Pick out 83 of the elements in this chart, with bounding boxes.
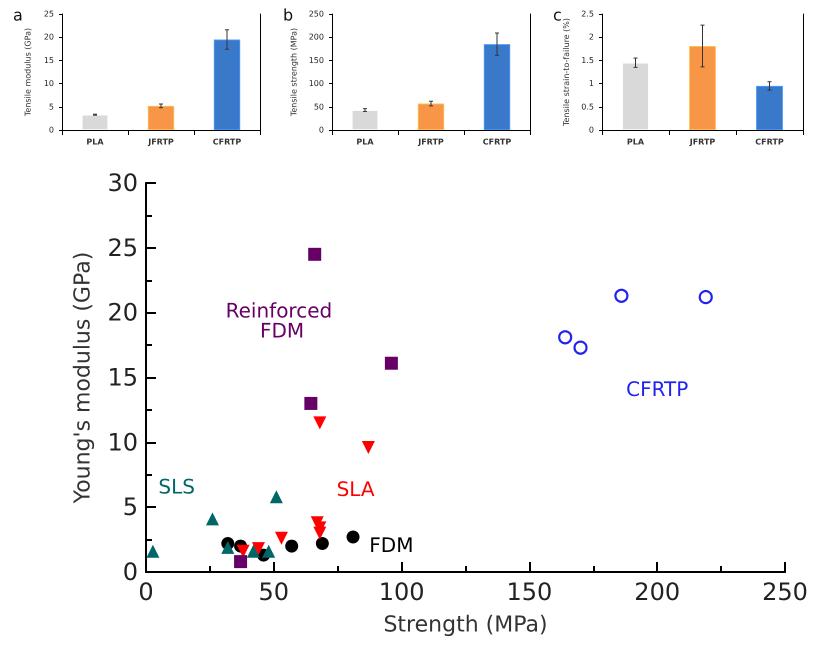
x-tick-label: 100 <box>378 578 425 606</box>
y-tick-label: 0.5 <box>581 102 594 112</box>
bar <box>484 44 510 130</box>
y-tick-label: 5 <box>48 102 54 112</box>
point <box>270 490 283 504</box>
y-tick-label: 20 <box>107 298 138 327</box>
point <box>308 248 322 261</box>
series-label: SLA <box>336 477 375 502</box>
y-tick-label: 200 <box>308 32 324 42</box>
point <box>313 526 326 540</box>
point <box>262 544 276 558</box>
x-tick-label: 250 <box>762 578 808 606</box>
x-tick-label: PLA <box>626 138 645 146</box>
y-axis-title: Young's modulus (GPa) <box>70 252 96 504</box>
y-tick-label: 0 <box>588 126 594 134</box>
y-tick-label: 100 <box>308 79 324 88</box>
y-tick-label: 0 <box>122 558 138 586</box>
point <box>304 396 318 410</box>
chart-title: c <box>553 6 562 24</box>
bar <box>82 114 108 130</box>
point <box>614 288 629 303</box>
point <box>316 536 329 550</box>
point <box>362 441 375 454</box>
point <box>206 512 219 526</box>
point <box>346 530 360 544</box>
bar <box>622 62 649 130</box>
chart-title: a <box>13 6 23 24</box>
y-tick-label: 30 <box>107 169 138 197</box>
x-tick-label: PLA <box>86 138 104 146</box>
x-tick-label: 200 <box>634 578 680 606</box>
y-axis-title: Tensile strength (MPa) <box>289 28 298 118</box>
point <box>252 542 265 556</box>
point <box>274 532 288 545</box>
point <box>698 290 713 304</box>
bar <box>418 104 444 130</box>
point <box>221 540 234 554</box>
y-axis-title: Tensile modulus (GPa) <box>24 28 32 118</box>
point <box>558 330 572 344</box>
point <box>573 340 588 355</box>
y-tick-label: 25 <box>107 234 138 262</box>
y-tick-label: 15 <box>107 364 138 392</box>
y-tick-label: 25 <box>44 10 54 18</box>
text: CFRTP <box>626 377 688 402</box>
y-tick-label: 0 <box>48 126 54 134</box>
y-tick-label: 15 <box>44 56 54 65</box>
point <box>234 555 248 568</box>
x-axis-title: Strength (MPa) <box>383 612 548 638</box>
y-tick-label: 2.5 <box>581 10 594 18</box>
y-tick-label: 0 <box>318 126 324 134</box>
series-label: Reinforced FDM <box>226 298 332 342</box>
y-tick-label: 150 <box>308 56 324 65</box>
point <box>146 544 160 558</box>
y-tick-label: 10 <box>44 79 54 88</box>
bar <box>148 106 174 130</box>
y-tick-label: 250 <box>308 10 324 18</box>
point <box>313 416 326 430</box>
x-tick-label: 150 <box>506 578 552 606</box>
series-label: SLS <box>158 474 195 498</box>
x-tick-label: JFRTP <box>417 138 444 146</box>
point <box>285 540 298 553</box>
x-tick-label: PLA <box>356 138 374 146</box>
y-tick-label: 1 <box>588 79 594 88</box>
x-tick-label: CFRTP <box>212 138 242 146</box>
y-tick-label: 10 <box>107 428 138 456</box>
x-tick-label: JFRTP <box>147 138 174 146</box>
point <box>246 544 260 558</box>
bar <box>352 110 378 130</box>
chart-title: b <box>283 6 294 24</box>
bar <box>756 86 783 130</box>
point <box>384 356 398 370</box>
bar <box>689 46 716 130</box>
x-tick-label: JFRTP <box>688 138 716 146</box>
x-tick-label: CFRTP <box>482 138 512 146</box>
y-axis-title: Tensile strain-to-failure (%) <box>562 18 571 127</box>
y-tick-label: 1.5 <box>581 56 594 65</box>
y-tick-label: 2 <box>588 32 594 42</box>
x-tick-label: 50 <box>258 578 290 606</box>
y-tick-label: 5 <box>122 493 138 522</box>
y-tick-label: 50 <box>314 102 324 112</box>
y-tick-label: 20 <box>44 32 54 42</box>
bar <box>214 40 240 130</box>
x-tick-label: CFRTP <box>755 138 784 146</box>
series-label: FDM <box>369 532 414 557</box>
